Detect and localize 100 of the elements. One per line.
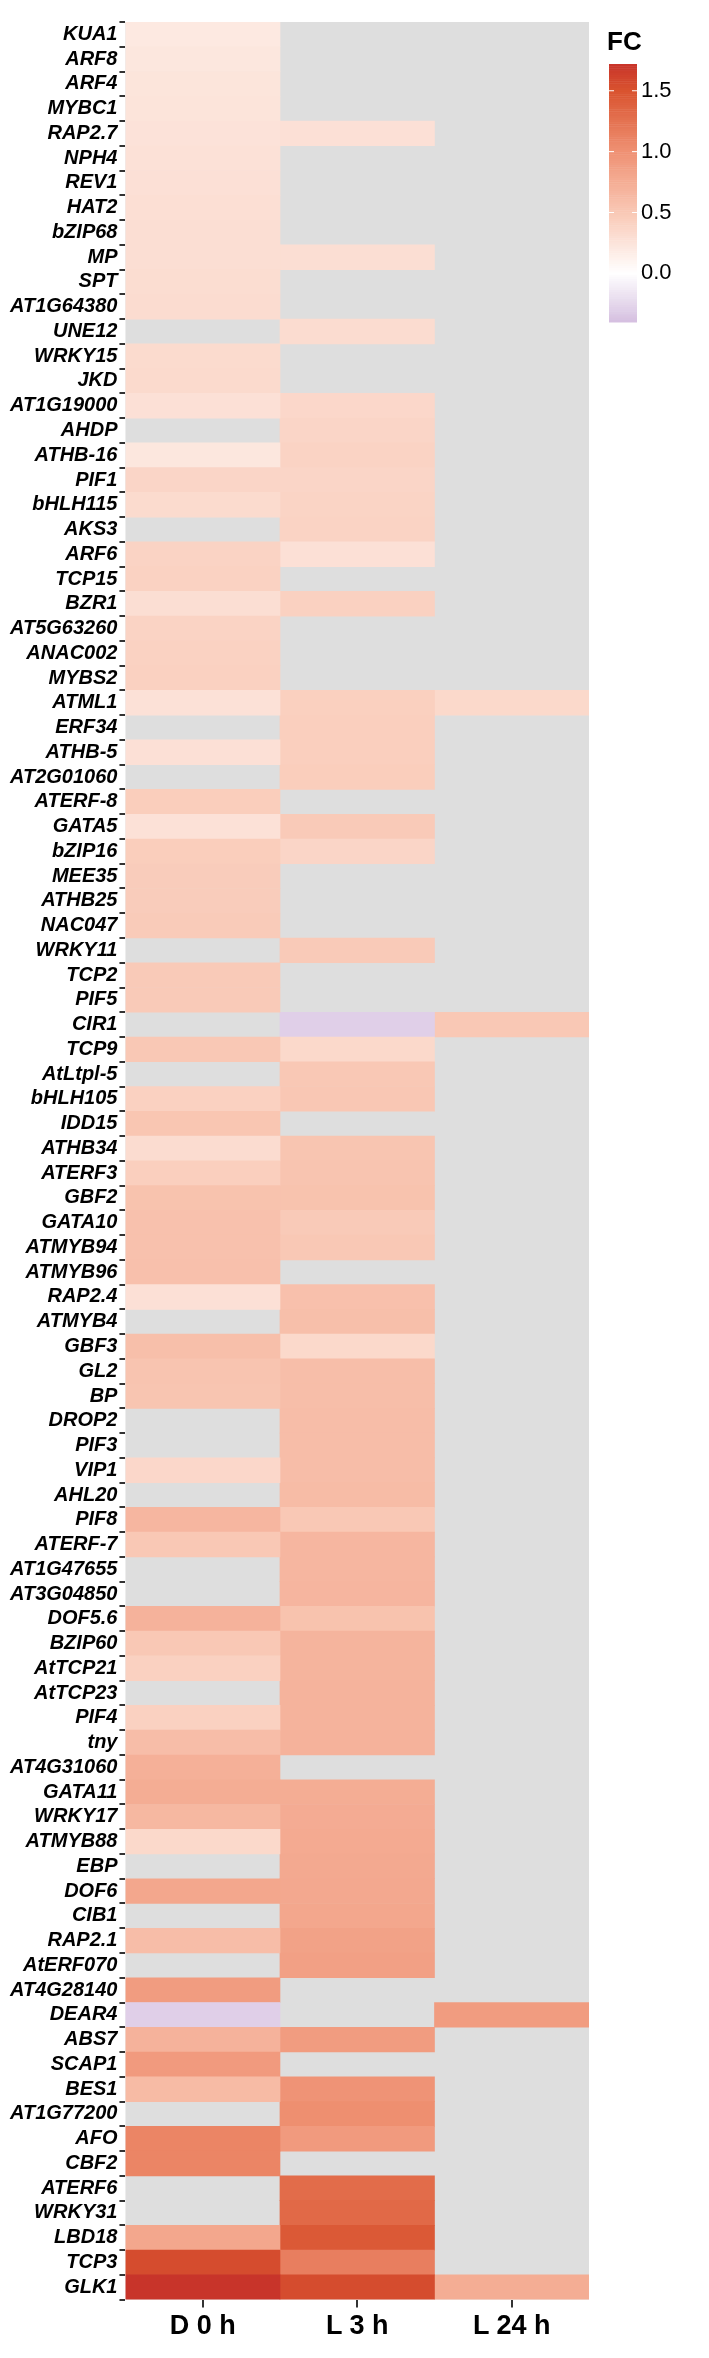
y-tick-label: ARF4 [64,71,118,94]
y-tick-label: GL2 [78,1358,118,1381]
y-tick-label: PIF4 [75,1705,118,1728]
y-tick-label: bHLH115 [32,492,119,515]
y-tick-label: ATERF3 [40,1160,118,1183]
y-tick-label: GLK1 [64,2274,118,2297]
y-tick-label: MYBS2 [48,665,118,688]
y-tick-label: EBP [76,1853,119,1876]
y-tick-label: WRKY11 [35,937,118,960]
y-tick-label: bZIP16 [51,838,119,861]
color-bar-label: 0.0 [641,259,672,285]
y-tick-label: TCP15 [55,566,119,589]
y-tick-label: SCAP1 [50,2051,118,2074]
y-tick-label: ATHB34 [40,1135,118,1158]
y-tick-label: ATHB-5 [44,739,119,762]
y-tick-label: NAC047 [40,913,119,936]
y-tick-label: AT1G47655 [8,1556,119,1579]
y-tick-label: UNE12 [52,318,118,341]
y-tick-label: ANAC002 [25,640,118,663]
y-tick-label: AT4G31060 [8,1754,118,1777]
y-tick-label: KUA1 [63,21,118,44]
y-tick-label: MP [87,244,119,267]
y-tick-label: DEAR4 [49,2002,118,2025]
x-tick-label: D 0 h [169,2310,236,2341]
y-tick-label: GBF2 [64,1185,118,1208]
y-tick-label: AHL20 [53,1482,118,1505]
y-tick-label: DOF5.6 [47,1606,119,1629]
y-tick-label: MYBC1 [47,96,118,119]
y-tick-label: DOF6 [64,1878,119,1901]
y-tick-label: AT5G63260 [8,616,118,639]
y-tick-label: ATHB25 [40,888,119,911]
y-tick-label: WRKY15 [34,343,119,366]
y-tick-label: CBF2 [65,2150,118,2173]
y-tick-label: ARF6 [64,541,119,564]
y-tick-label: AT1G77200 [8,2101,118,2124]
y-tick-label: AKS3 [63,517,118,540]
y-tick-label: AtTCP23 [33,1680,118,1703]
color-bar-label: 1.0 [641,137,672,163]
y-tick-label: DROP2 [48,1408,118,1431]
y-tick-label: BZIP60 [49,1631,118,1654]
y-tick-label: ATERF6 [40,2175,119,2198]
y-tick-label: ATML1 [51,690,118,713]
y-tick-label: HAT2 [66,195,118,218]
y-tick-label: RAP2.1 [47,1928,118,1951]
y-tick-label: ATMYB94 [24,1234,118,1257]
y-tick-label: AHDP [59,418,119,440]
x-tick-label: L 3 h [325,2310,389,2341]
y-tick-label: ATHB-16 [33,442,119,465]
y-tick-label: bHLH105 [30,1086,119,1109]
y-tick-label: BZR1 [65,591,118,614]
y-tick-label: AtLtpl-5 [40,1061,119,1084]
color-bar-label: 0.5 [641,198,672,224]
y-tick-label: ATERF-8 [33,789,119,812]
y-tick-label: AT2G01060 [8,764,118,787]
y-tick-label: bZIP68 [51,219,119,242]
y-tick-label: TCP2 [66,962,118,985]
y-tick-label: AT4G28140 [8,1977,118,2000]
y-tick-label: GATA10 [41,1210,118,1233]
y-tick-label: PIF3 [75,1433,118,1456]
y-tick-label: REV1 [65,170,118,193]
y-tick-label: RAP2.4 [47,1284,118,1307]
y-tick-label: AT1G19000 [8,393,118,416]
y-tick-label: SPT [78,269,120,292]
color-bar-label: 1.5 [641,76,672,102]
y-tick-label: PIF5 [75,987,119,1010]
y-tick-label: PIF8 [75,1507,119,1530]
y-tick-label: ABS7 [63,2027,119,2050]
y-tick-label: tny [87,1730,119,1753]
y-tick-label: ATMYB88 [24,1829,119,1852]
y-tick-label: MEE35 [51,863,119,886]
color-bar-title: FC [607,26,642,57]
y-tick-label: AT1G64380 [8,294,118,317]
y-tick-label: NPH4 [64,145,118,168]
y-tick-label: AFO [74,2126,118,2149]
y-tick-label: GATA5 [52,814,119,837]
y-tick-label: TCP9 [66,1036,119,1059]
y-tick-label: TCP3 [66,2249,118,2272]
y-tick-label: GATA11 [43,1779,118,1802]
y-tick-label: AT3G04850 [8,1581,118,1604]
y-tick-label: RAP2.7 [47,120,119,143]
y-tick-label: JKD [77,368,118,391]
x-tick-label: L 24 h [472,2310,551,2341]
y-tick-label: IDD15 [60,1111,119,1134]
y-tick-label: ERF34 [55,715,118,738]
y-tick-label: GBF3 [64,1333,118,1356]
y-tick-label: BP [89,1383,119,1406]
y-tick-label: ATMYB4 [35,1309,118,1332]
y-tick-label: AtERF070 [21,1952,118,1975]
y-tick-label: PIF1 [75,467,118,490]
y-tick-label: ARF8 [64,46,119,69]
y-tick-label: LBD18 [54,2225,119,2248]
y-tick-label: CIB1 [71,1903,118,1926]
y-tick-label: ATERF-7 [33,1532,119,1555]
y-tick-label: AtTCP21 [33,1655,118,1678]
y-tick-label: WRKY31 [34,2200,118,2223]
y-tick-label: WRKY17 [34,1804,119,1827]
y-tick-label: VIP1 [74,1457,118,1480]
y-tick-label: BES1 [65,2076,118,2099]
y-tick-label: CIR1 [71,1012,118,1035]
y-tick-label: ATMYB96 [24,1259,119,1282]
